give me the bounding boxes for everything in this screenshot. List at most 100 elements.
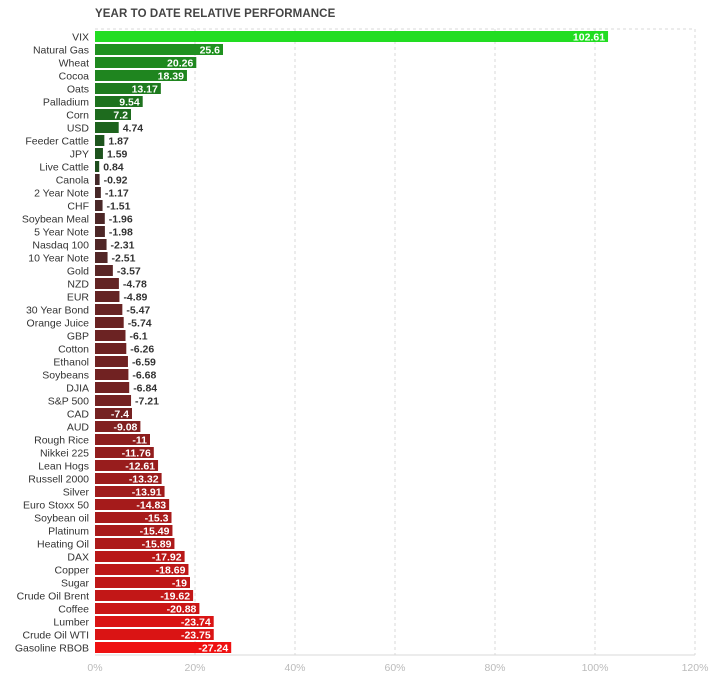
bar: [95, 434, 150, 445]
value-label: -6.59: [132, 357, 156, 369]
category-label: Crude Oil Brent: [17, 591, 89, 603]
category-label: S&P 500: [48, 396, 89, 408]
value-label: 0.84: [103, 162, 124, 174]
category-label: Orange Juice: [27, 318, 90, 330]
value-label: 9.54: [119, 97, 140, 109]
bar: [95, 200, 103, 211]
bar: [95, 629, 214, 640]
category-label: Russell 2000: [28, 474, 89, 486]
value-label: -3.57: [117, 266, 141, 278]
bar: [95, 499, 170, 510]
category-label: Soybean Meal: [22, 214, 89, 226]
bar: [95, 577, 190, 588]
x-tick-label: 40%: [284, 662, 305, 674]
category-label: Rough Rice: [34, 435, 89, 447]
category-label: Wheat: [59, 58, 89, 70]
value-label: -1.17: [105, 188, 129, 200]
value-label: -1.51: [107, 201, 131, 213]
value-label: -1.98: [109, 227, 133, 239]
category-label: AUD: [67, 422, 90, 434]
value-label: -15.49: [140, 526, 170, 538]
bar: [95, 473, 162, 484]
bar: [95, 395, 132, 406]
value-label: 18.39: [158, 71, 184, 83]
value-label: 7.2: [113, 110, 128, 122]
x-axis-tick-labels: 0% 20% 40% 60% 80% 100% 120%: [87, 662, 708, 674]
x-tick-label: 20%: [184, 662, 205, 674]
value-label: -4.78: [123, 279, 147, 291]
category-label: Gasoline RBOB: [15, 643, 89, 655]
category-label: Coffee: [58, 604, 89, 616]
x-tick-label: 120%: [682, 662, 709, 674]
bar: [95, 356, 128, 367]
value-label: -14.83: [136, 500, 166, 512]
category-label: Canola: [56, 175, 89, 187]
category-label: Silver: [63, 487, 90, 499]
value-label: -11: [132, 435, 147, 447]
value-label: -7.21: [135, 396, 159, 408]
value-label: -9.08: [113, 422, 137, 434]
value-label: 102.61: [573, 32, 605, 44]
bar: [95, 174, 100, 185]
category-label: DAX: [67, 552, 89, 564]
bar: [95, 148, 103, 159]
bar: [95, 161, 100, 172]
bar: [95, 187, 101, 198]
value-label: -1.96: [109, 214, 133, 226]
bar: [95, 213, 105, 224]
category-label: Platinum: [48, 526, 89, 538]
category-label: Cotton: [58, 344, 89, 356]
category-label: JPY: [70, 149, 89, 161]
category-label: Oats: [67, 84, 89, 96]
grid-lines: [95, 28, 696, 656]
value-label: 25.6: [200, 45, 221, 57]
value-label: 4.74: [123, 123, 144, 135]
category-label: Copper: [55, 565, 90, 577]
value-label: 13.17: [132, 84, 158, 96]
category-label: 30 Year Bond: [26, 305, 89, 317]
value-label: -18.69: [156, 565, 186, 577]
category-label: Ethanol: [53, 357, 89, 369]
bars: [95, 31, 609, 653]
bar: [95, 642, 232, 653]
bar: [95, 382, 130, 393]
bar: [95, 109, 131, 120]
value-label: -15.3: [145, 513, 169, 525]
category-label: DJIA: [66, 383, 89, 395]
bar: [95, 421, 141, 432]
value-label: -6.68: [132, 370, 156, 382]
x-tick-label: 80%: [484, 662, 505, 674]
category-label: Nasdaq 100: [32, 240, 89, 252]
value-label: -7.4: [111, 409, 129, 421]
bar: [95, 239, 107, 250]
value-label: -23.74: [181, 617, 211, 629]
bar: [95, 122, 119, 133]
bar: [95, 330, 126, 341]
bar: [95, 512, 172, 523]
value-label: -23.75: [181, 630, 211, 642]
bar: [95, 96, 143, 107]
x-tick-label: 100%: [582, 662, 609, 674]
bar: [95, 31, 609, 42]
value-label: -6.84: [133, 383, 157, 395]
bar: [95, 83, 161, 94]
value-label: -13.32: [129, 474, 159, 486]
category-label: Feeder Cattle: [25, 136, 89, 148]
category-label: CHF: [67, 201, 89, 213]
category-label: USD: [67, 123, 90, 135]
category-label: Natural Gas: [33, 45, 89, 57]
bar: [95, 538, 175, 549]
category-label: Heating Oil: [37, 539, 89, 551]
value-label: -11.76: [122, 448, 151, 460]
value-label: -6.26: [130, 344, 154, 356]
value-label: -2.31: [111, 240, 135, 252]
category-label: Lean Hogs: [38, 461, 89, 473]
category-label: NZD: [67, 279, 89, 291]
bar: [95, 408, 132, 419]
value-label: 20.26: [167, 58, 193, 70]
value-label: -12.61: [125, 461, 155, 473]
category-label: Euro Stoxx 50: [23, 500, 89, 512]
bar: [95, 590, 194, 601]
category-label: Nikkei 225: [40, 448, 89, 460]
